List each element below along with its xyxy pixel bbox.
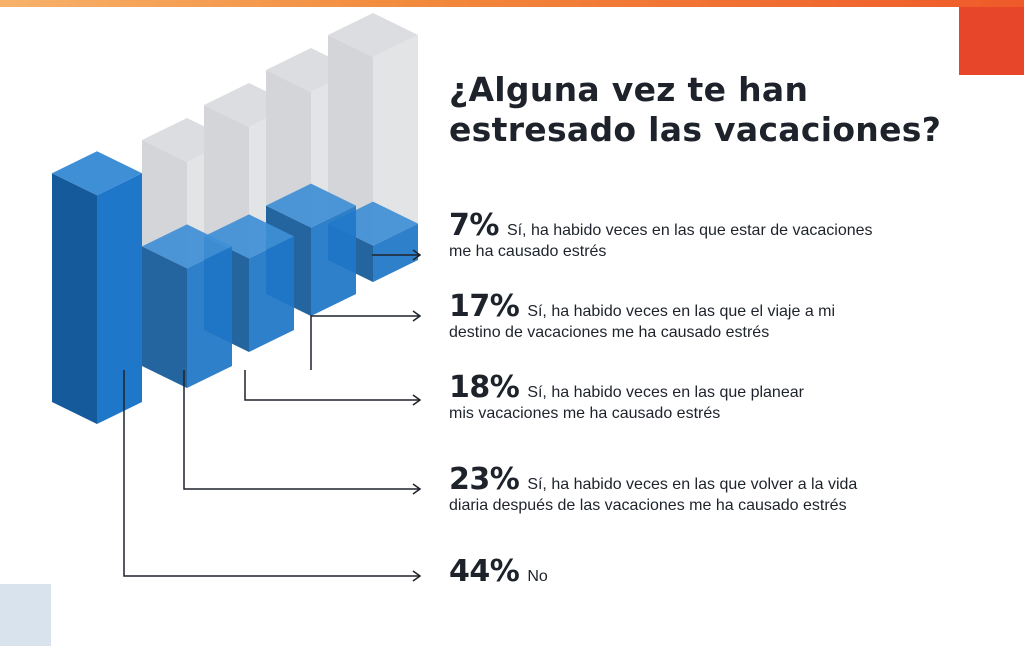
data-bar-right-face [249,236,294,352]
data-bar-right-face [97,173,142,424]
item-text-line1: Sí, ha habido veces en las que estar de … [506,222,873,239]
value-label: 17% [449,289,520,324]
data-bar-left-face [142,246,187,388]
item-text-line1: Sí, ha habido veces en las que volver a … [527,476,858,493]
data-bar-right-face [311,205,356,316]
item-text-line1: Sí, ha habido veces en las que el viaje … [527,303,836,320]
data-bar-right-face [373,223,418,282]
leader-line [244,370,420,401]
arrow-head-icon [412,570,422,582]
arrow-head-icon [412,310,422,322]
arrow-head-icon [412,249,422,261]
item-text-line2: diaria después de las vacaciones me ha c… [449,497,847,514]
legend-item-17: 17% Sí, ha habido veces en las que el via… [449,292,919,343]
value-label: 7% [449,208,499,243]
item-text-line1: No [527,568,548,585]
value-label: 44% [449,554,520,589]
item-text-line2: destino de vacaciones me ha causado estr… [449,324,770,341]
corner-accent-blue [0,584,51,646]
legend-item-23: 23% Sí, ha habido veces en las que volver… [449,465,919,516]
legend-item-7: 7% Sí, ha habido veces en las que estar d… [449,211,919,262]
top-accent-bar [0,0,1024,7]
legend-item-18: 18% Sí, ha habido veces en las que planea… [449,373,919,424]
data-bar-left-face [52,173,97,424]
leader-line [123,370,420,577]
chart-title: ¿Alguna vez te han estresado las vacacio… [449,70,942,149]
arrow-head-icon [412,394,422,406]
data-bar-top-face [266,183,356,228]
legend-item-44: 44% No [449,557,919,587]
leader-line [183,370,420,490]
data-bar-top-face [142,224,232,269]
value-label: 18% [449,370,520,405]
item-text-line2: me ha causado estrés [449,243,607,260]
arrow-head-icon [412,483,422,495]
leader-line [310,315,420,370]
item-text-line1: Sí, ha habido veces en las que planear [527,384,804,401]
data-bar-right-face [187,246,232,388]
ghost-bar-top-face [328,13,418,57]
corner-accent-red [959,7,1024,75]
item-text-line2: mis vacaciones me ha causado estrés [449,405,721,422]
value-label: 23% [449,462,520,497]
data-bar-top-face [52,151,142,196]
